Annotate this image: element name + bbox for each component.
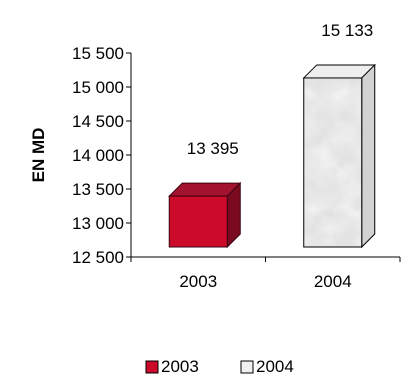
bar-2003 <box>168 181 242 249</box>
category-label: 2004 <box>314 272 352 291</box>
y-tick-label: 15 500 <box>72 44 124 63</box>
x-axis: 2003 2004 <box>130 256 401 291</box>
legend-item-2004: 2004 <box>240 357 294 376</box>
legend-label: 2004 <box>256 357 294 376</box>
bar-side-face <box>361 63 376 249</box>
legend-label: 2003 <box>161 357 199 376</box>
y-axis: 12 500 13 000 13 500 14 000 14 500 15 000 15 5… <box>72 44 132 267</box>
bar-texture <box>304 78 361 247</box>
y-tick-label: 12 500 <box>72 248 124 267</box>
bar-front-face <box>168 195 228 248</box>
bar-2004 <box>302 63 376 249</box>
y-axis-title: EN MD <box>29 128 48 183</box>
y-tick-label: 14 500 <box>72 112 124 131</box>
legend: 2003 2004 <box>145 357 294 376</box>
data-label: 15 133 <box>321 21 373 40</box>
y-tick-label: 15 000 <box>72 78 124 97</box>
legend-swatch <box>240 360 254 374</box>
category-label: 2003 <box>179 272 217 291</box>
data-label: 13 395 <box>187 139 239 158</box>
bars <box>168 63 376 249</box>
data-labels: 13 395 15 133 <box>187 21 374 158</box>
y-tick-label: 13 500 <box>72 180 124 199</box>
legend-item-2003: 2003 <box>145 357 199 376</box>
y-tick-label: 13 000 <box>72 214 124 233</box>
legend-swatch <box>145 360 159 374</box>
y-tick-label: 14 000 <box>72 146 124 165</box>
